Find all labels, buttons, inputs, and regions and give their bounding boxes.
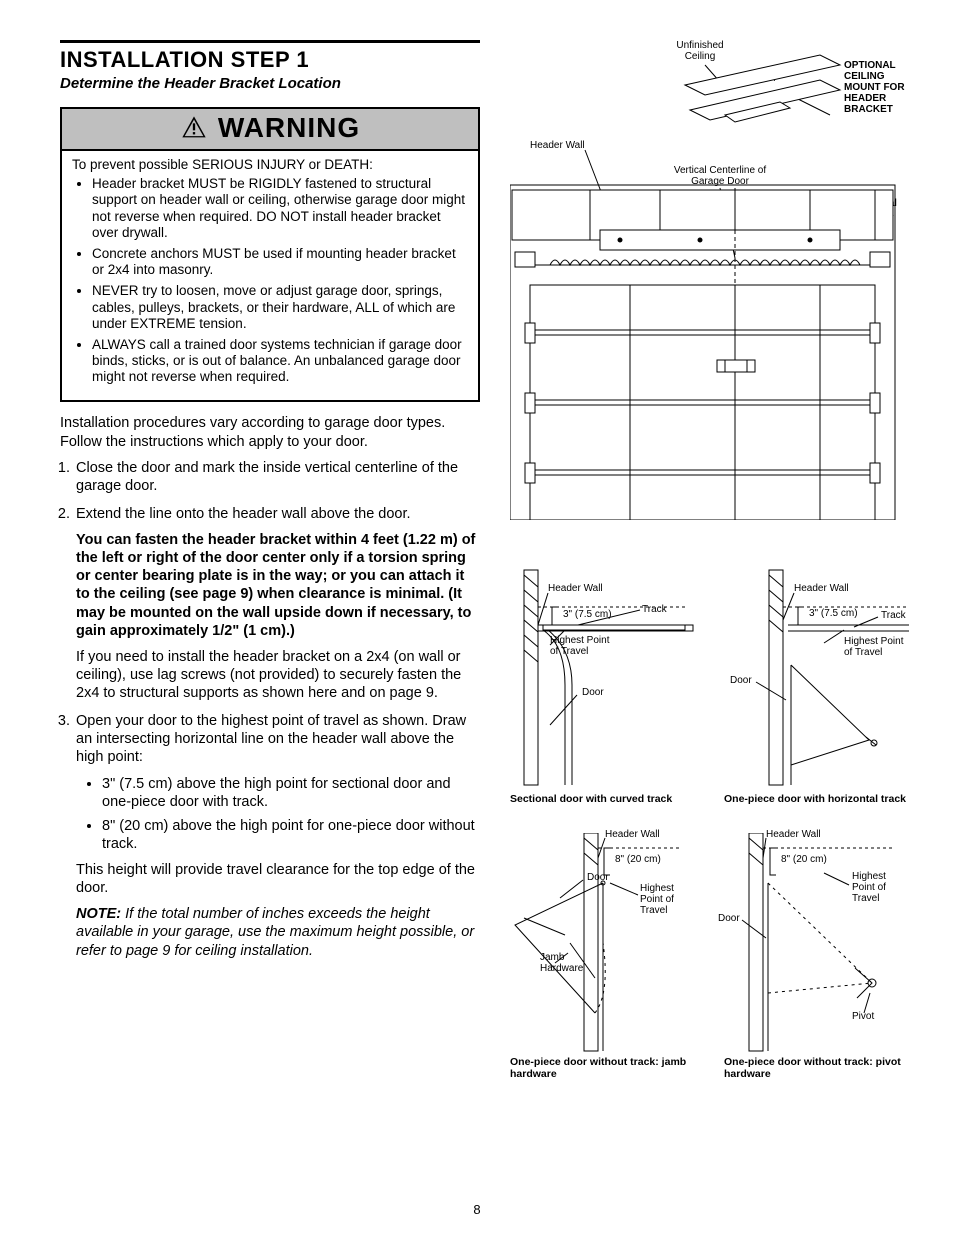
step-2-text: Extend the line onto the header wall abo… <box>76 505 480 523</box>
label-door: Door <box>582 687 604 698</box>
caption-pivot: One-piece door without track: pivot hard… <box>724 1056 914 1080</box>
warning-bullet: Header bracket MUST be RIGIDLY fastened … <box>92 176 468 241</box>
label-dim: 8" (20 cm) <box>781 854 827 865</box>
step-3-sub2: 8" (20 cm) above the high point for one-… <box>102 817 480 853</box>
diagram-row-3: Header Wall 8" (20 cm) Door Highest Poin… <box>510 833 914 1080</box>
label-track: Track <box>642 604 667 615</box>
label-highest: Highest Point of Travel <box>852 871 902 904</box>
diagram-sectional-svg <box>510 565 700 790</box>
steps-list: Close the door and mark the inside verti… <box>60 459 480 960</box>
warning-bullet: Concrete anchors MUST be used if mountin… <box>92 246 468 278</box>
caption-onepiece-h: One-piece door with horizontal track <box>724 793 914 805</box>
warning-intro: To prevent possible SERIOUS INJURY or DE… <box>72 157 468 173</box>
diagram-onepiece-pivot: Header Wall 8" (20 cm) Highest Point of … <box>724 833 914 1080</box>
step-3: Open your door to the highest point of t… <box>74 712 480 960</box>
warning-bullet: ALWAYS call a trained door systems techn… <box>92 337 468 386</box>
diagram-sectional: Header Wall 3" (7.5 cm) Track Highest Po… <box>510 565 700 805</box>
warning-bullet: NEVER try to loosen, move or adjust gara… <box>92 283 468 332</box>
step-3-text: Open your door to the highest point of t… <box>76 712 480 766</box>
warning-box: WARNING To prevent possible SERIOUS INJU… <box>60 107 480 402</box>
step-1-text: Close the door and mark the inside verti… <box>76 460 458 494</box>
warning-body: To prevent possible SERIOUS INJURY or DE… <box>62 151 478 400</box>
diagram-jamb-svg <box>510 833 700 1053</box>
step-3-after: This height will provide travel clearanc… <box>76 861 480 897</box>
label-door: Door <box>718 913 740 924</box>
label-highest: Highest Point of Travel <box>640 883 690 916</box>
page-columns: INSTALLATION STEP 1 Determine the Header… <box>60 40 904 1108</box>
top-rule <box>60 40 480 43</box>
label-header-wall: Header Wall <box>548 583 603 594</box>
main-diagram <box>510 40 900 520</box>
step-1: Close the door and mark the inside verti… <box>74 459 480 495</box>
note-text: If the total number of inches exceeds th… <box>76 906 474 958</box>
step-3-sublist: 3" (7.5 cm) above the high point for sec… <box>76 775 480 854</box>
label-highest: Highest Point of Travel <box>550 635 620 657</box>
body-text: Installation procedures vary according t… <box>60 414 480 959</box>
label-dim: 3" (7.5 cm) <box>809 608 858 619</box>
diagram-onepiece-jamb: Header Wall 8" (20 cm) Door Highest Poin… <box>510 833 700 1080</box>
step-2-after: If you need to install the header bracke… <box>76 648 480 702</box>
step-subtitle: Determine the Header Bracket Location <box>60 75 480 93</box>
intro-text: Installation procedures vary according t… <box>60 414 480 450</box>
label-header-wall: Header Wall <box>605 829 660 840</box>
left-column: INSTALLATION STEP 1 Determine the Header… <box>60 40 480 1108</box>
warning-list: Header bracket MUST be RIGIDLY fastened … <box>72 176 468 385</box>
diagram-row-2: Header Wall 3" (7.5 cm) Track Highest Po… <box>510 565 914 805</box>
step-3-note: NOTE: If the total number of inches exce… <box>76 905 480 959</box>
diagram-onepiece-horizontal: Header Wall 3" (7.5 cm) Track Highest Po… <box>724 565 914 805</box>
step-3-sub1: 3" (7.5 cm) above the high point for sec… <box>102 775 480 811</box>
warning-heading: WARNING <box>62 109 478 151</box>
step-title: INSTALLATION STEP 1 <box>60 47 480 73</box>
step-2: Extend the line onto the header wall abo… <box>74 505 480 702</box>
label-highest: Highest Point of Travel <box>844 636 914 658</box>
diagram-onepiece-h-svg <box>724 565 914 790</box>
caption-jamb: One-piece door without track: jamb hardw… <box>510 1056 700 1080</box>
label-dim: 8" (20 cm) <box>615 854 661 865</box>
right-column: Unfinished Ceiling OPTIONAL CEILING MOUN… <box>510 40 914 1108</box>
warning-heading-text: WARNING <box>218 112 360 144</box>
step-2-bold: You can fasten the header bracket within… <box>76 531 480 640</box>
label-jamb: Jamb Hardware <box>540 952 590 974</box>
main-diagram-wrap: Unfinished Ceiling OPTIONAL CEILING MOUN… <box>510 40 914 520</box>
warning-icon <box>180 114 208 142</box>
label-pivot: Pivot <box>852 1011 874 1022</box>
label-door: Door <box>730 675 752 686</box>
label-header-wall: Header Wall <box>766 829 821 840</box>
note-label: NOTE: <box>76 906 121 922</box>
label-header-wall: Header Wall <box>794 583 849 594</box>
page-number: 8 <box>0 1202 954 1217</box>
label-dim: 3" (7.5 cm) <box>563 609 612 620</box>
caption-sectional: Sectional door with curved track <box>510 793 700 805</box>
label-track: Track <box>881 610 906 621</box>
diagram-pivot-svg <box>724 833 914 1053</box>
label-door: Door <box>587 872 609 883</box>
